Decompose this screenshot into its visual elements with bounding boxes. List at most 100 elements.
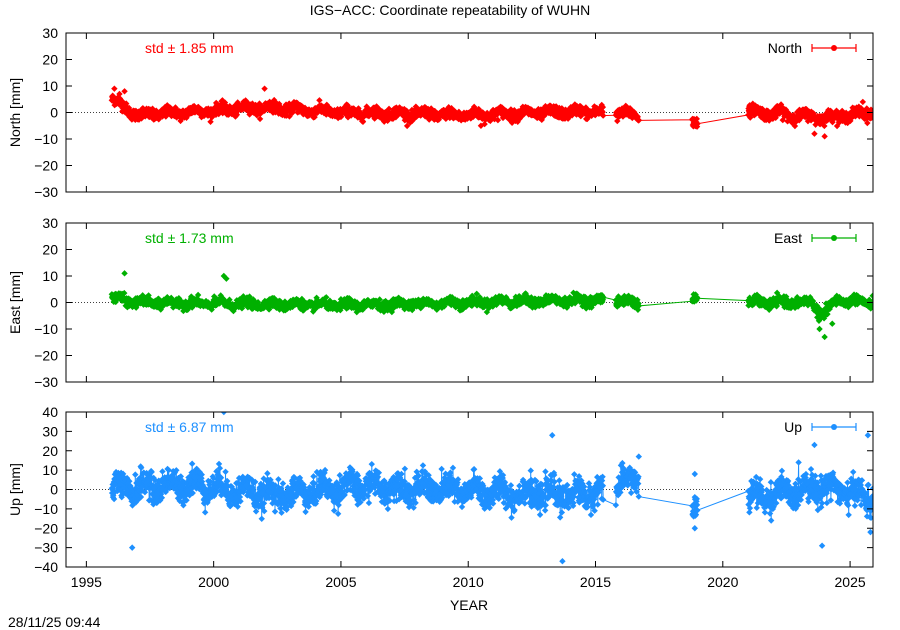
data-point [242, 98, 250, 105]
std-label: std ± 1.85 mm [145, 40, 234, 56]
data-point [508, 119, 516, 127]
data-point [635, 117, 642, 124]
y-tick-label: 20 [42, 52, 58, 68]
data-point [111, 85, 118, 92]
y-tick-label: 30 [42, 215, 58, 231]
data-point [119, 470, 127, 478]
data-point [149, 105, 156, 112]
y-tick-label: −10 [34, 321, 58, 337]
y-tick-label: 10 [42, 78, 58, 94]
data-point [570, 289, 577, 296]
data-point [165, 466, 172, 474]
data-point [807, 294, 814, 301]
data-point [599, 293, 607, 301]
data-point [470, 113, 477, 120]
y-tick-label: 10 [42, 268, 58, 284]
data-point [207, 118, 214, 126]
data-point [839, 110, 846, 117]
data-point [821, 133, 828, 140]
data-point [830, 300, 837, 307]
data-point [747, 114, 754, 121]
data-point [188, 460, 196, 467]
legend-label: North [768, 40, 802, 56]
data-point [158, 494, 166, 501]
data-point [774, 102, 781, 110]
data-point [211, 293, 218, 300]
data-point [323, 294, 330, 301]
data-point [793, 297, 800, 304]
data-point [522, 291, 530, 299]
y-tick-label: 0 [50, 105, 58, 121]
data-point [811, 130, 818, 137]
data-point [855, 103, 863, 110]
data-point [455, 108, 463, 116]
data-point [110, 495, 118, 503]
data-point [363, 103, 370, 110]
data-point [121, 88, 128, 95]
data-point [772, 114, 779, 121]
data-point [512, 293, 519, 301]
data-point [261, 85, 268, 92]
data-point [812, 121, 819, 128]
data-point [271, 98, 278, 105]
series-north [108, 85, 873, 140]
data-point [804, 117, 812, 125]
data-point [635, 302, 642, 310]
data-point [845, 304, 852, 311]
data-point [148, 468, 155, 476]
data-point [571, 300, 579, 307]
data-point [389, 115, 397, 122]
data-point [586, 297, 594, 304]
data-point [859, 98, 867, 106]
data-point [766, 296, 774, 303]
data-point [599, 112, 607, 119]
data-point [257, 110, 264, 118]
data-point [232, 113, 239, 120]
data-point [305, 106, 313, 113]
data-point [234, 99, 241, 106]
data-point [311, 113, 318, 121]
data-point [574, 291, 582, 298]
data-point [829, 109, 836, 116]
data-point [473, 290, 480, 297]
data-point [208, 306, 215, 313]
data-point [173, 467, 180, 474]
data-point [121, 289, 128, 297]
data-point [814, 314, 821, 321]
data-point [599, 103, 607, 111]
data-point [316, 97, 323, 104]
data-point [615, 293, 622, 300]
data-point [852, 113, 859, 120]
legend-marker [831, 235, 837, 241]
data-point [113, 474, 121, 481]
data-point [119, 99, 127, 106]
data-point [138, 464, 145, 471]
data-point [511, 107, 518, 114]
chart-title: IGS−ACC: Coordinate repeatability of WUH… [310, 2, 591, 18]
data-point [122, 109, 129, 116]
data-point [692, 291, 699, 298]
data-point [767, 304, 775, 311]
y-axis-label: North [mm] [7, 78, 23, 147]
data-point [198, 471, 205, 478]
data-point [157, 306, 164, 313]
data-point [180, 502, 187, 509]
data-point [159, 468, 166, 475]
data-point [289, 109, 296, 117]
y-tick-label: −30 [34, 184, 58, 200]
data-point [516, 115, 523, 122]
data-point [625, 292, 632, 300]
data-point [863, 105, 870, 112]
y-axis-label: East [mm] [7, 271, 23, 334]
data-point [189, 489, 196, 497]
data-point [219, 97, 226, 104]
data-point [481, 120, 488, 128]
data-point [829, 320, 836, 327]
data-point [246, 111, 253, 118]
data-point [577, 113, 585, 120]
data-point [634, 113, 641, 120]
data-point [494, 116, 502, 124]
data-point [754, 104, 762, 111]
data-point [376, 296, 383, 303]
